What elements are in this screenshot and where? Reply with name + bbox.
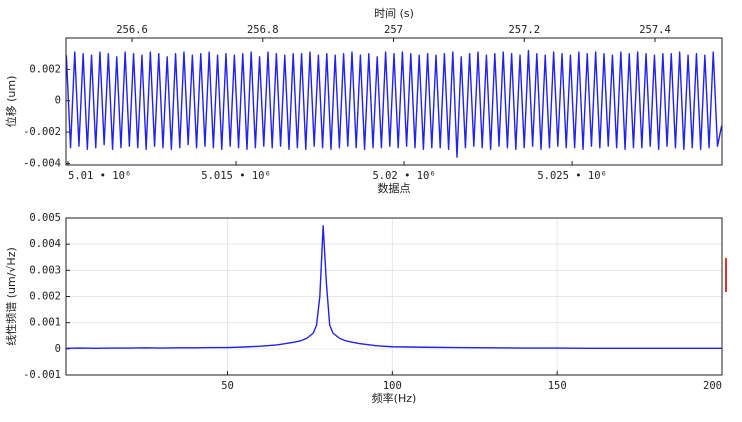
y-tick-label: 0.002: [29, 63, 61, 75]
data-line: [65, 49, 723, 158]
x2-tick-label: 256.8: [247, 24, 279, 36]
y-tick-label: 0.005: [29, 212, 61, 224]
x2-tick-label: 257.2: [508, 24, 540, 36]
y-tick-label: 0.002: [29, 291, 61, 303]
x2-tick-label: 256.6: [116, 24, 148, 36]
x-tick-label: 200: [703, 380, 722, 392]
y-tick-label: 0.001: [29, 317, 61, 329]
y-tick-label: 0.003: [29, 264, 61, 276]
x-tick-label: 5.015 • 10⁶: [201, 170, 271, 182]
x-tick-label: 5.025 • 10⁶: [537, 170, 607, 182]
x2-tick-label: 257.4: [639, 24, 671, 36]
y-tick-label: -0.002: [23, 126, 61, 138]
y-tick-label: 0.004: [29, 238, 61, 250]
x-tick-label: 150: [548, 380, 567, 392]
plot-frame: [65, 217, 723, 376]
y-tick-label: 0: [55, 95, 61, 107]
side-marker: [725, 258, 727, 292]
y-axis-label: 线性频谱 (um/√Hz): [4, 247, 18, 346]
x2-tick-label: 257: [384, 24, 403, 36]
x2-axis-label: 时间 (s): [374, 7, 414, 20]
x-tick-label: 100: [383, 380, 402, 392]
x-tick-label: 5.02 • 10⁶: [372, 170, 435, 182]
data-line: [65, 225, 722, 350]
plot-frame: [65, 37, 723, 166]
x-axis-label: 频率(Hz): [372, 391, 417, 405]
x-tick-label: 50: [221, 380, 234, 392]
y-tick-label: -0.004: [23, 157, 61, 169]
y-axis-label: 位移 (um): [4, 76, 18, 128]
y-tick-label: -0.001: [23, 369, 61, 381]
x-tick-label: 5.01 • 10⁶: [68, 170, 131, 182]
x-axis-label: 数据点: [378, 181, 411, 195]
y-tick-label: 0: [55, 343, 61, 355]
